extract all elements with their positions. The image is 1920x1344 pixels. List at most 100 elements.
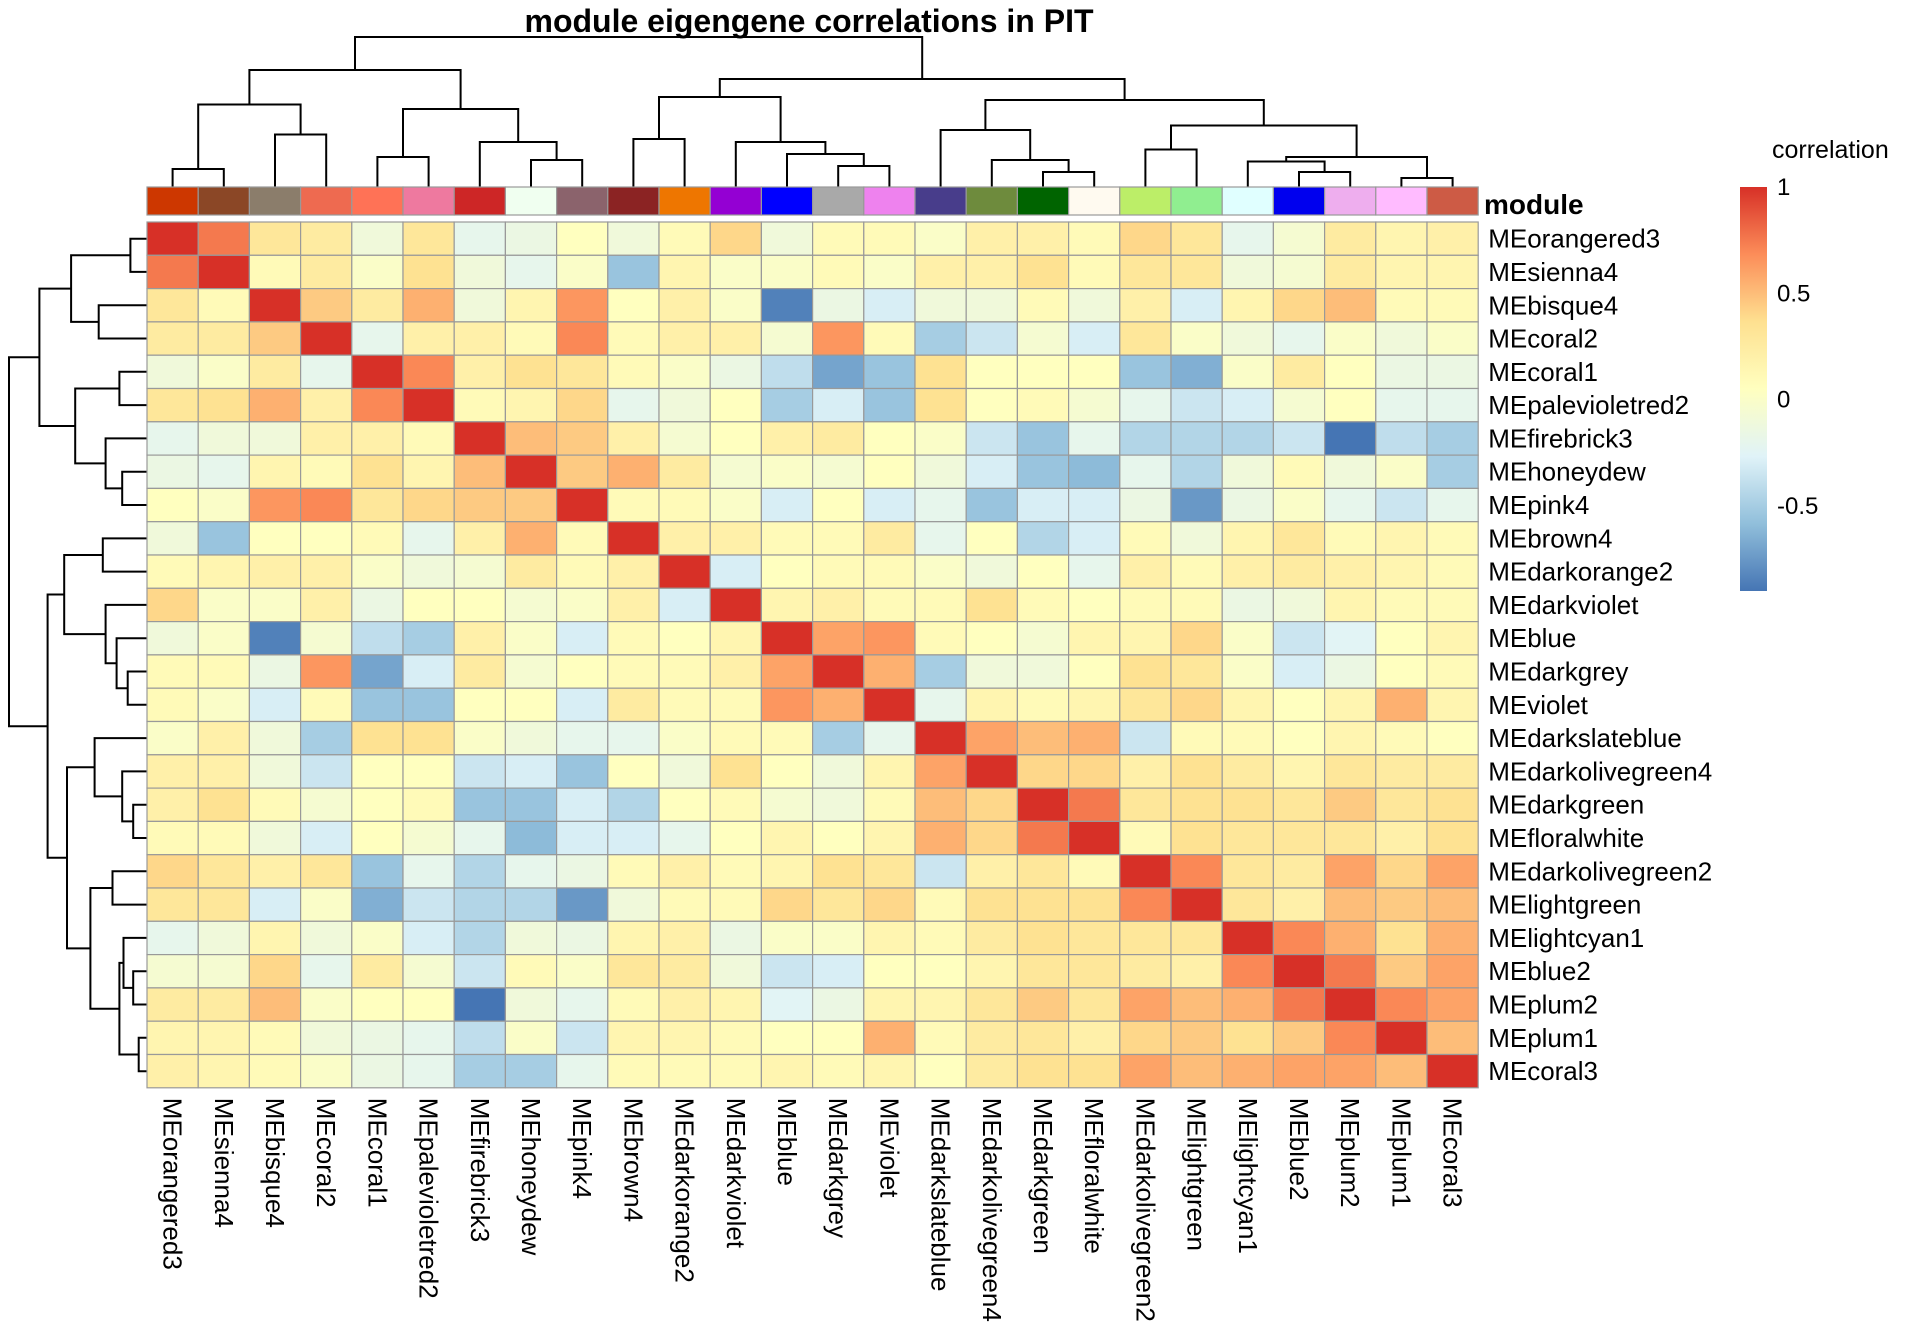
heatmap-cell [504,1020,558,1056]
heatmap-cell [504,387,558,423]
dendrogram-branch [101,537,147,573]
heatmap-cell [197,288,250,323]
row-dendrogram [8,237,147,1073]
heatmap-cell [1067,554,1121,589]
heatmap-cell [1119,288,1172,323]
heatmap-cell [453,254,507,290]
heatmap-cell [197,321,250,356]
heatmap-cell [863,720,916,756]
heatmap-cell [1016,387,1070,423]
heatmap-cell [555,920,609,956]
heatmap-cell [453,720,507,756]
heatmap-cell [453,654,507,689]
heatmap-cell [1170,620,1223,656]
heatmap-cell [402,254,455,290]
heatmap-cell [504,454,558,490]
heatmap-cell [1016,454,1070,490]
heatmap-cell [555,820,609,856]
heatmap-cell [248,321,302,356]
heatmap-cell [351,687,404,723]
module-color-swatch [1119,186,1172,216]
column-label: MEbrown4 [618,1098,648,1222]
module-color-swatch [607,186,660,216]
heatmap-cell [453,354,507,390]
dendrogram-branch [274,133,328,187]
heatmap-cell [965,987,1019,1022]
heatmap-cell [965,920,1019,956]
heatmap-cell [863,421,916,456]
row-label: MEbrown4 [1488,523,1612,553]
heatmap-cell [658,754,711,789]
legend-tick-label: 0.5 [1777,280,1810,307]
heatmap-cell [658,654,711,689]
heatmap-cell [709,587,763,623]
heatmap-cell [1221,1053,1274,1089]
heatmap-cell [402,920,455,956]
heatmap-cell [1119,787,1172,822]
heatmap-cell [146,387,199,423]
heatmap-cell [248,421,302,456]
dendrogram-branch [354,36,924,79]
heatmap-cell [914,953,967,989]
module-color-swatch [248,186,302,216]
heatmap-cell [146,720,199,756]
heatmap-cell [1426,254,1479,290]
heatmap-cell [1221,687,1274,723]
heatmap-cell [709,554,763,589]
heatmap-cell [965,521,1019,556]
heatmap-cell [146,1053,199,1089]
heatmap-cell [248,920,302,956]
row-label: MEdarkviolet [1488,590,1639,620]
heatmap-cell [1119,321,1172,356]
heatmap-cell [1016,820,1070,856]
heatmap-cell [504,787,558,822]
dendrogram-branch [402,108,520,157]
heatmap-cells [146,221,1479,1089]
heatmap-cell [402,687,455,723]
row-label: MEpink4 [1488,490,1589,520]
dendrogram-branch [1170,124,1358,157]
module-color-swatch [709,186,763,216]
heatmap-cell [1272,787,1326,822]
dendrogram-branch [376,156,430,187]
heatmap-cell [1426,620,1479,656]
heatmap-cell [453,487,507,523]
heatmap-cell [1426,354,1479,390]
heatmap-cell [607,754,660,789]
module-color-swatch [1221,186,1274,216]
row-label: MEdarkslateblue [1488,723,1682,753]
heatmap-cell [197,454,250,490]
heatmap-cell [1016,654,1070,689]
heatmap-cell [760,687,814,723]
heatmap-cell [300,354,353,390]
heatmap-cell [402,953,455,989]
heatmap-cell [1016,620,1070,656]
heatmap-cell [555,521,609,556]
heatmap-cell [607,687,660,723]
heatmap-cell [658,521,711,556]
heatmap-cell [709,521,763,556]
heatmap-cell [965,554,1019,589]
heatmap-cell [1221,887,1274,922]
heatmap-cell [1272,221,1326,256]
heatmap-cell [1119,554,1172,589]
dendrogram-branch [990,159,1070,187]
module-color-swatch [1375,186,1428,216]
heatmap-cell [709,654,763,689]
heatmap-cell [1272,654,1326,689]
heatmap-cell [453,521,507,556]
heatmap-cell [1323,787,1377,822]
heatmap-cell [914,1020,967,1056]
heatmap-cell [248,1053,302,1089]
heatmap-cell [1221,854,1274,889]
heatmap-cell [300,521,353,556]
heatmap-cell [1016,754,1070,789]
heatmap-cell [811,521,865,556]
heatmap-cell [1067,288,1121,323]
heatmap-cell [1170,854,1223,889]
heatmap-cell [811,987,865,1022]
heatmap-cell [453,854,507,889]
heatmap-cell [351,521,404,556]
heatmap-cell [555,587,609,623]
heatmap-cell [1119,354,1172,390]
